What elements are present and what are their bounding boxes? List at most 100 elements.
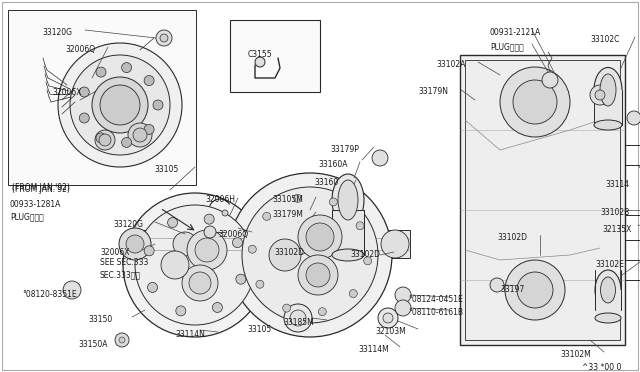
Text: °08110-6161B: °08110-6161B <box>408 308 463 317</box>
Text: 33102D: 33102D <box>350 250 380 259</box>
Circle shape <box>70 55 170 155</box>
Text: 32006H: 32006H <box>205 195 235 204</box>
Circle shape <box>119 337 125 343</box>
Circle shape <box>298 215 342 259</box>
Circle shape <box>99 134 111 146</box>
Ellipse shape <box>332 174 364 226</box>
Circle shape <box>381 230 409 258</box>
Circle shape <box>144 124 154 134</box>
Circle shape <box>96 133 106 143</box>
Text: 33179P: 33179P <box>330 145 359 154</box>
Circle shape <box>232 238 243 248</box>
Text: 33114: 33114 <box>605 180 629 189</box>
Ellipse shape <box>595 270 621 310</box>
Text: 32135X: 32135X <box>602 225 632 234</box>
Bar <box>594 90 624 125</box>
Circle shape <box>330 198 337 206</box>
Circle shape <box>284 304 312 332</box>
Circle shape <box>115 333 129 347</box>
Circle shape <box>542 72 558 88</box>
Circle shape <box>228 173 392 337</box>
Circle shape <box>255 57 265 67</box>
Circle shape <box>128 123 152 147</box>
Circle shape <box>133 128 147 142</box>
Bar <box>230 20 320 92</box>
Circle shape <box>283 304 291 312</box>
Circle shape <box>500 67 570 137</box>
Circle shape <box>160 34 168 42</box>
Circle shape <box>256 280 264 288</box>
Text: 33105: 33105 <box>247 325 271 334</box>
Circle shape <box>378 308 398 328</box>
Text: PLUGプラグ: PLUGプラグ <box>490 42 524 51</box>
Text: 33179N: 33179N <box>418 87 448 96</box>
Circle shape <box>173 232 197 256</box>
Text: °08120-8351E: °08120-8351E <box>22 290 77 299</box>
Bar <box>460 55 625 345</box>
Circle shape <box>590 85 610 105</box>
Circle shape <box>318 308 326 316</box>
Circle shape <box>95 130 115 150</box>
Text: (FROM JAN.'92): (FROM JAN.'92) <box>12 185 70 194</box>
Text: 33102A: 33102A <box>436 60 465 69</box>
Text: 33102M: 33102M <box>560 350 591 359</box>
Text: 33150A: 33150A <box>78 340 108 349</box>
Text: 33120G: 33120G <box>42 28 72 37</box>
Text: 33160: 33160 <box>314 178 339 187</box>
Circle shape <box>204 214 214 224</box>
Circle shape <box>176 306 186 316</box>
Text: (FROM JAN.'92): (FROM JAN.'92) <box>12 183 70 192</box>
Circle shape <box>505 260 565 320</box>
Text: 33114M: 33114M <box>358 345 388 354</box>
Circle shape <box>182 265 218 301</box>
Text: 33185M: 33185M <box>283 318 314 327</box>
Circle shape <box>595 90 605 100</box>
Circle shape <box>63 281 81 299</box>
Text: 33150: 33150 <box>88 315 112 324</box>
Text: 33114N: 33114N <box>175 330 205 339</box>
Text: 32103M: 32103M <box>375 327 406 336</box>
Text: 33179M: 33179M <box>272 210 303 219</box>
Text: 33102E: 33102E <box>595 260 624 269</box>
Circle shape <box>395 287 411 303</box>
Ellipse shape <box>594 67 622 112</box>
Circle shape <box>294 194 301 202</box>
Circle shape <box>204 226 216 238</box>
Circle shape <box>100 85 140 125</box>
Circle shape <box>262 212 271 220</box>
Circle shape <box>212 302 222 312</box>
Text: 32006Q: 32006Q <box>65 45 95 54</box>
Text: °08124-0451E: °08124-0451E <box>408 295 463 304</box>
Circle shape <box>513 80 557 124</box>
Circle shape <box>372 150 388 166</box>
Circle shape <box>356 222 364 230</box>
Circle shape <box>306 223 334 251</box>
Ellipse shape <box>595 313 621 323</box>
Circle shape <box>119 228 151 260</box>
Circle shape <box>306 263 330 287</box>
Circle shape <box>122 62 132 73</box>
Circle shape <box>126 235 144 253</box>
Ellipse shape <box>332 249 364 261</box>
Circle shape <box>195 238 219 262</box>
Circle shape <box>156 30 172 46</box>
Text: 33120G: 33120G <box>113 220 143 229</box>
Circle shape <box>96 67 106 77</box>
Circle shape <box>383 313 393 323</box>
Circle shape <box>79 87 90 97</box>
Circle shape <box>144 76 154 86</box>
Circle shape <box>153 100 163 110</box>
Circle shape <box>161 251 189 279</box>
Circle shape <box>187 230 227 270</box>
Circle shape <box>349 290 357 298</box>
Text: 00931-2121A: 00931-2121A <box>490 28 541 37</box>
Ellipse shape <box>594 120 622 130</box>
Circle shape <box>298 255 338 295</box>
Bar <box>595 290 622 320</box>
Text: 33160A: 33160A <box>318 160 348 169</box>
Text: 33102B: 33102B <box>600 208 629 217</box>
Circle shape <box>627 111 640 125</box>
Circle shape <box>364 257 372 265</box>
Bar <box>465 60 620 340</box>
Circle shape <box>517 272 553 308</box>
